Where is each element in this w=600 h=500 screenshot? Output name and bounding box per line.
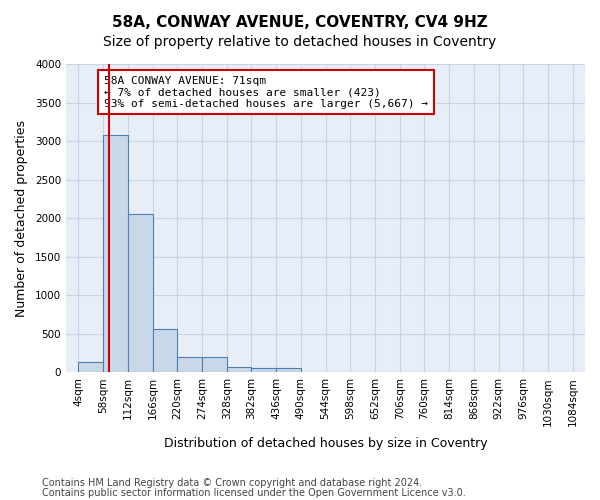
X-axis label: Distribution of detached houses by size in Coventry: Distribution of detached houses by size … <box>164 437 487 450</box>
Bar <box>251 368 276 372</box>
Bar <box>79 362 103 372</box>
Bar <box>103 135 128 372</box>
Bar <box>276 368 301 372</box>
Bar <box>202 358 227 372</box>
Bar <box>227 367 251 372</box>
Bar <box>152 329 177 372</box>
Text: 58A, CONWAY AVENUE, COVENTRY, CV4 9HZ: 58A, CONWAY AVENUE, COVENTRY, CV4 9HZ <box>112 15 488 30</box>
Text: Contains public sector information licensed under the Open Government Licence v3: Contains public sector information licen… <box>42 488 466 498</box>
Y-axis label: Number of detached properties: Number of detached properties <box>15 120 28 316</box>
Text: 58A CONWAY AVENUE: 71sqm
← 7% of detached houses are smaller (423)
93% of semi-d: 58A CONWAY AVENUE: 71sqm ← 7% of detache… <box>104 76 428 109</box>
Text: Size of property relative to detached houses in Coventry: Size of property relative to detached ho… <box>103 35 497 49</box>
Bar <box>128 214 152 372</box>
Bar <box>177 358 202 372</box>
Text: Contains HM Land Registry data © Crown copyright and database right 2024.: Contains HM Land Registry data © Crown c… <box>42 478 422 488</box>
